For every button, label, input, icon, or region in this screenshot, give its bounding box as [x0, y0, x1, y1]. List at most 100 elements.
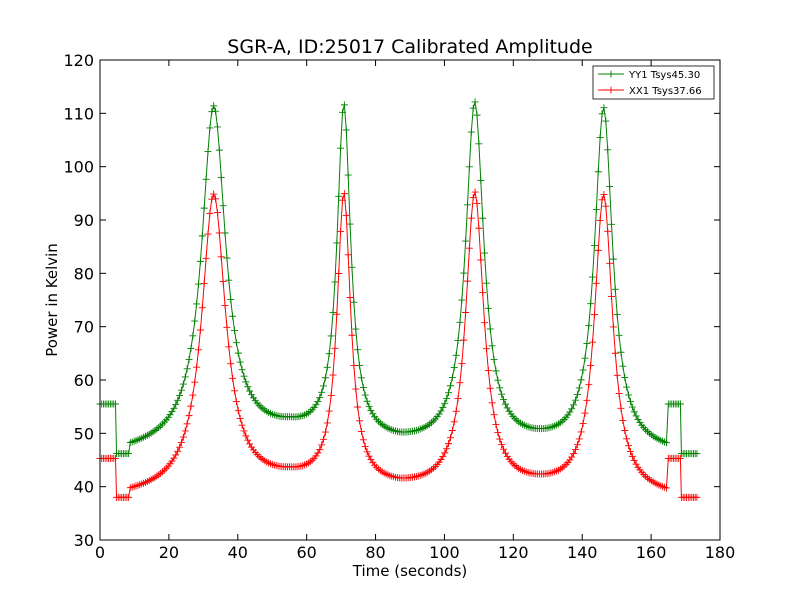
data-point [320, 382, 328, 390]
data-point [469, 194, 477, 202]
data-point [359, 383, 367, 391]
data-point [208, 108, 216, 116]
data-point [606, 182, 614, 190]
data-point [229, 374, 237, 382]
data-point [193, 300, 201, 308]
data-point [475, 140, 483, 148]
data-point [482, 345, 490, 353]
data-point [195, 346, 203, 354]
data-point [693, 450, 701, 458]
data-point [484, 366, 492, 374]
data-point [617, 404, 625, 412]
data-point [628, 452, 636, 460]
data-point [219, 278, 227, 286]
data-point [662, 484, 670, 492]
data-point [619, 362, 627, 370]
data-point [242, 378, 250, 386]
data-point [200, 204, 208, 212]
data-point [346, 220, 354, 228]
data-point [210, 102, 218, 110]
data-point [191, 317, 199, 325]
data-point [240, 372, 248, 380]
data-point [229, 312, 237, 320]
data-point [227, 296, 235, 304]
series-yy1 [96, 98, 701, 458]
data-point [465, 244, 473, 252]
data-point [481, 249, 489, 257]
data-point [625, 442, 633, 450]
data-point [458, 296, 466, 304]
data-point [225, 276, 233, 284]
data-point [623, 383, 631, 391]
data-point [176, 443, 184, 451]
data-point [185, 355, 193, 363]
x-tick-label: 0 [95, 543, 105, 562]
data-point [238, 421, 246, 429]
data-point [479, 214, 487, 222]
data-point [344, 251, 352, 259]
data-point [490, 411, 498, 419]
data-point [221, 301, 229, 309]
y-tick-label: 100 [63, 158, 94, 177]
data-point [176, 392, 184, 400]
data-point [482, 279, 490, 287]
y-tick-label: 40 [74, 478, 94, 497]
data-point [172, 451, 180, 459]
data-point [236, 414, 244, 422]
data-point [589, 338, 597, 346]
data-point [602, 117, 610, 125]
data-point [357, 427, 365, 435]
data-point [492, 420, 500, 428]
data-point [223, 254, 231, 262]
data-point [585, 381, 593, 389]
data-point [202, 254, 210, 262]
data-point [177, 386, 185, 394]
data-point [236, 358, 244, 366]
data-point [454, 394, 462, 402]
data-point [486, 325, 494, 333]
data-point [342, 126, 350, 134]
data-point [323, 419, 331, 427]
data-point [477, 176, 485, 184]
data-point [323, 363, 331, 371]
data-point [608, 292, 615, 300]
x-tick-label: 160 [636, 543, 667, 562]
data-point [501, 400, 509, 408]
data-point [617, 348, 625, 356]
data-point [212, 107, 220, 115]
data-point [219, 202, 227, 210]
data-point [471, 98, 479, 106]
data-point [198, 232, 206, 240]
data-point [452, 351, 460, 359]
data-point [462, 237, 470, 245]
data-point [352, 385, 360, 393]
data-point [231, 387, 239, 395]
data-point [572, 396, 580, 404]
x-tick-label: 100 [429, 543, 460, 562]
data-point [350, 298, 358, 306]
data-point [464, 201, 472, 209]
data-point [464, 277, 472, 285]
data-point [314, 398, 322, 406]
legend-box [592, 65, 715, 100]
data-point [596, 133, 604, 141]
data-point [626, 447, 634, 455]
data-point [443, 445, 451, 453]
data-point [448, 426, 456, 434]
data-point [473, 111, 481, 119]
data-point [477, 256, 485, 264]
data-point [187, 402, 195, 410]
data-point [189, 391, 197, 399]
data-point [439, 452, 447, 460]
data-point [350, 362, 358, 370]
data-point [632, 412, 640, 420]
data-point [600, 191, 608, 199]
data-point [498, 390, 506, 398]
data-point [170, 404, 178, 412]
data-point [125, 493, 133, 501]
data-point [570, 401, 578, 409]
data-point [446, 434, 454, 442]
data-point [585, 322, 593, 330]
data-point [568, 405, 576, 413]
